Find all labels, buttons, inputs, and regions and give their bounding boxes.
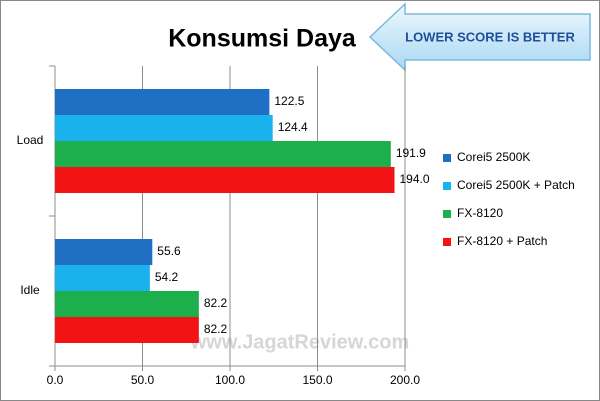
bar <box>55 317 199 343</box>
legend-swatch <box>443 182 451 190</box>
bar <box>55 89 270 115</box>
bar <box>55 141 391 167</box>
bar <box>55 115 273 141</box>
bar <box>55 265 150 291</box>
chart-title: Konsumsi Daya <box>168 25 357 53</box>
x-tick-label: 150.0 <box>302 373 332 387</box>
value-label: 122.5 <box>274 94 304 108</box>
legend-label: FX-8120 <box>457 206 503 220</box>
y-tick-label: Idle <box>20 283 40 297</box>
bar <box>55 291 199 317</box>
value-label: 82.2 <box>204 322 228 336</box>
x-tick-label: 0.0 <box>47 373 64 387</box>
bar <box>55 167 395 193</box>
x-tick-label: 50.0 <box>131 373 155 387</box>
legend-swatch <box>443 210 451 218</box>
value-label: 54.2 <box>155 270 179 284</box>
value-label: 194.0 <box>400 172 430 186</box>
legend-swatch <box>443 238 451 246</box>
value-label: 82.2 <box>204 296 228 310</box>
x-tick-label: 100.0 <box>215 373 245 387</box>
value-label: 191.9 <box>396 146 426 160</box>
x-tick-label: 200.0 <box>390 373 420 387</box>
value-label: 124.4 <box>278 120 308 134</box>
legend-label: Corei5 2500K + Patch <box>457 178 575 192</box>
watermark: www.JagatReview.com <box>190 331 410 353</box>
legend-swatch <box>443 154 451 162</box>
legend-label: FX-8120 + Patch <box>457 234 547 248</box>
value-label: 55.6 <box>157 244 181 258</box>
y-tick-label: Load <box>17 133 44 147</box>
bar <box>55 239 153 265</box>
legend-label: Corei5 2500K <box>457 150 530 164</box>
annotation: LOWER SCORE IS BETTER <box>405 29 575 44</box>
